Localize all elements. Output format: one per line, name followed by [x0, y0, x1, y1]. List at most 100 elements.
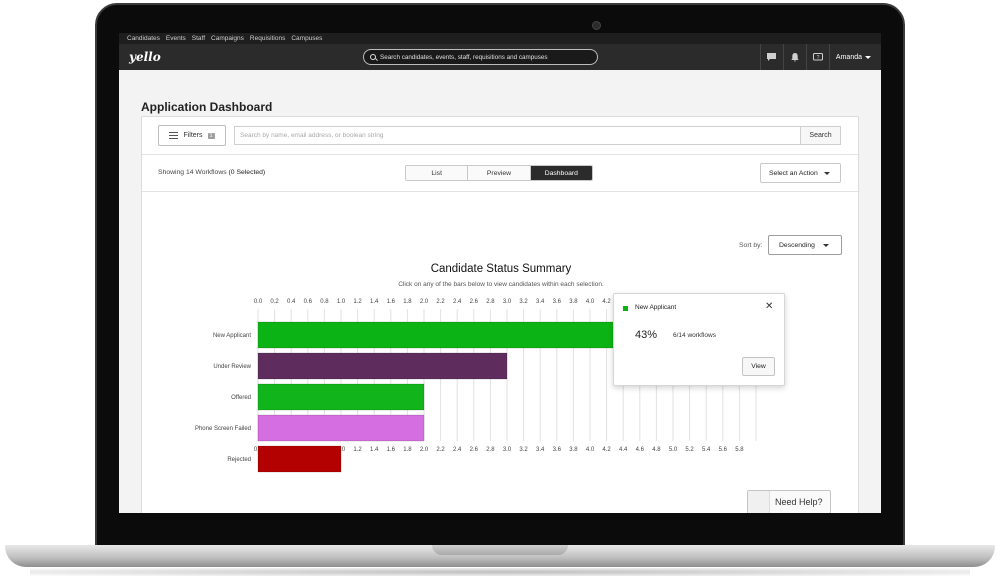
x-tick-label-bottom: 4.8: [652, 447, 661, 453]
y-category-label: Under Review: [213, 364, 251, 370]
chevron-down-icon: [823, 171, 830, 175]
x-tick-label-top: 2.8: [486, 299, 495, 305]
bar-under-review[interactable]: [257, 352, 508, 380]
laptop-base: [5, 545, 995, 567]
x-tick-label-bottom: 3.8: [569, 447, 578, 453]
user-menu[interactable]: Amanda: [830, 54, 871, 61]
select-action-label: Select an Action: [769, 169, 818, 177]
candidate-search-placeholder: Search by name, email address, or boolea…: [240, 132, 384, 139]
bar-detail-popover: New Applicant ✕ 43% 6/14 workflows View: [613, 293, 785, 386]
dashboard-card: Filters 1 Search by name, email address,…: [141, 116, 860, 513]
nav-campuses[interactable]: Campuses: [291, 35, 323, 42]
y-category-label: Phone Screen Failed: [195, 426, 251, 432]
x-tick-label-bottom: 4.2: [602, 447, 611, 453]
y-category-label: New Applicant: [213, 333, 251, 339]
yello-logo[interactable]: yello: [129, 50, 161, 64]
chart-title: Candidate Status Summary: [430, 263, 572, 275]
status-bar-chart: 0.0 0.2 0.4 0.6 0.8 1.0 1.2 1.4 1.6 1.8 2.0 2.2 2.4 2…: [195, 299, 757, 473]
search-button[interactable]: Search: [800, 126, 841, 145]
chevron-down-icon: [822, 243, 829, 247]
bar-offered[interactable]: [257, 383, 425, 411]
sort-dropdown[interactable]: Descending: [768, 235, 842, 255]
search-icon: [370, 54, 376, 60]
x-tick-label-top: 2.0: [420, 299, 429, 305]
laptop-shadow: [30, 568, 970, 576]
x-tick-label-top: 1.8: [403, 299, 412, 305]
sliders-icon: [169, 132, 179, 139]
tab-dashboard[interactable]: Dashboard: [530, 166, 592, 180]
x-tick-label-top: 3.2: [519, 299, 528, 305]
filters-count-badge: 1: [207, 132, 215, 139]
chevron-down-icon: [865, 55, 871, 59]
filters-button[interactable]: Filters 1: [158, 125, 226, 146]
global-search-input[interactable]: Search candidates, events, staff, requis…: [363, 49, 598, 65]
chart-subtitle: Click on any of the bars below to view c…: [398, 281, 604, 288]
x-tick-label-top: 3.4: [536, 299, 545, 305]
popover-label: New Applicant: [635, 304, 677, 311]
x-tick-label-top: 0.8: [320, 299, 329, 305]
x-tick-label-top: 4.2: [602, 299, 611, 305]
selected-count: (0 Selected): [228, 169, 266, 176]
app-screen: Candidates Events Staff Campaigns Requis…: [119, 33, 881, 513]
x-tick-label-top: 3.0: [503, 299, 512, 305]
nav-candidates[interactable]: Candidates: [127, 35, 160, 42]
x-tick-label-bottom: 3.6: [553, 447, 562, 453]
x-tick-label-bottom: 5.6: [719, 447, 728, 453]
x-tick-label-top: 2.2: [436, 299, 445, 305]
divider: [759, 44, 761, 70]
bar-rejected[interactable]: [257, 445, 342, 473]
x-tick-label-bottom: 2.0: [420, 447, 429, 453]
svg-text:?: ?: [817, 54, 820, 60]
tab-preview[interactable]: Preview: [468, 166, 531, 180]
divider: [805, 44, 807, 70]
x-tick-label-bottom: 1.4: [370, 447, 379, 453]
nav-requisitions[interactable]: Requisitions: [249, 35, 286, 42]
chat-icon[interactable]: [761, 44, 783, 70]
laptop-notch: [432, 545, 568, 555]
x-tick-label-bottom: 2.6: [470, 447, 479, 453]
nav-campaigns[interactable]: Campaigns: [211, 35, 244, 42]
legend-swatch: [623, 306, 628, 311]
app-bar: yello Search candidates, events, staff, …: [119, 44, 881, 70]
sort-label: Sort by:: [739, 242, 763, 249]
x-tick-label-top: 2.6: [470, 299, 479, 305]
top-nav: Candidates Events Staff Campaigns Requis…: [119, 33, 881, 44]
bell-icon[interactable]: [784, 44, 806, 70]
popover-percent: 43%: [635, 329, 658, 341]
x-tick-label-bottom: 4.0: [586, 447, 595, 453]
x-tick-label-bottom: 5.8: [735, 447, 744, 453]
x-tick-label-bottom: 1.6: [387, 447, 396, 453]
x-tick-label-top: 0.0: [254, 299, 263, 305]
nav-staff[interactable]: Staff: [191, 35, 206, 42]
help-icon[interactable]: ?: [807, 44, 829, 70]
help-grip: [748, 491, 770, 513]
x-tick-label-bottom: 5.2: [685, 447, 694, 453]
nav-events[interactable]: Events: [165, 35, 186, 42]
x-tick-label-bottom: 2.8: [486, 447, 495, 453]
x-tick-label-bottom: 2.2: [436, 447, 445, 453]
bar-phone-screen-failed[interactable]: [257, 414, 425, 442]
x-tick-label-top: 1.0: [337, 299, 346, 305]
tab-list[interactable]: List: [406, 166, 469, 180]
candidate-search-input[interactable]: Search by name, email address, or boolea…: [234, 126, 801, 145]
x-tick-label-bottom: 4.6: [636, 447, 645, 453]
select-action-dropdown[interactable]: Select an Action: [760, 163, 841, 183]
x-tick-label-bottom: 3.4: [536, 447, 545, 453]
divider: [782, 44, 784, 70]
y-category-label: Rejected: [227, 457, 251, 463]
x-tick-label-top: 4.0: [586, 299, 595, 305]
view-toolbar: Showing 14 Workflows (0 Selected) List P…: [142, 155, 860, 192]
close-icon[interactable]: ✕: [765, 301, 774, 312]
x-tick-label-bottom: 1.0: [337, 447, 346, 453]
x-tick-label-top: 1.6: [387, 299, 396, 305]
x-tick-label-bottom: 1.2: [353, 447, 362, 453]
view-switcher: List Preview Dashboard: [405, 165, 593, 181]
x-tick-label-top: 1.2: [353, 299, 362, 305]
x-tick-label-bottom: 5.4: [702, 447, 711, 453]
x-tick-label-bottom: 4.4: [619, 447, 628, 453]
page-title: Application Dashboard: [141, 100, 273, 114]
view-button[interactable]: View: [742, 357, 775, 376]
need-help-button[interactable]: Need Help?: [747, 490, 831, 513]
x-tick-label-bottom: 3.2: [519, 447, 528, 453]
